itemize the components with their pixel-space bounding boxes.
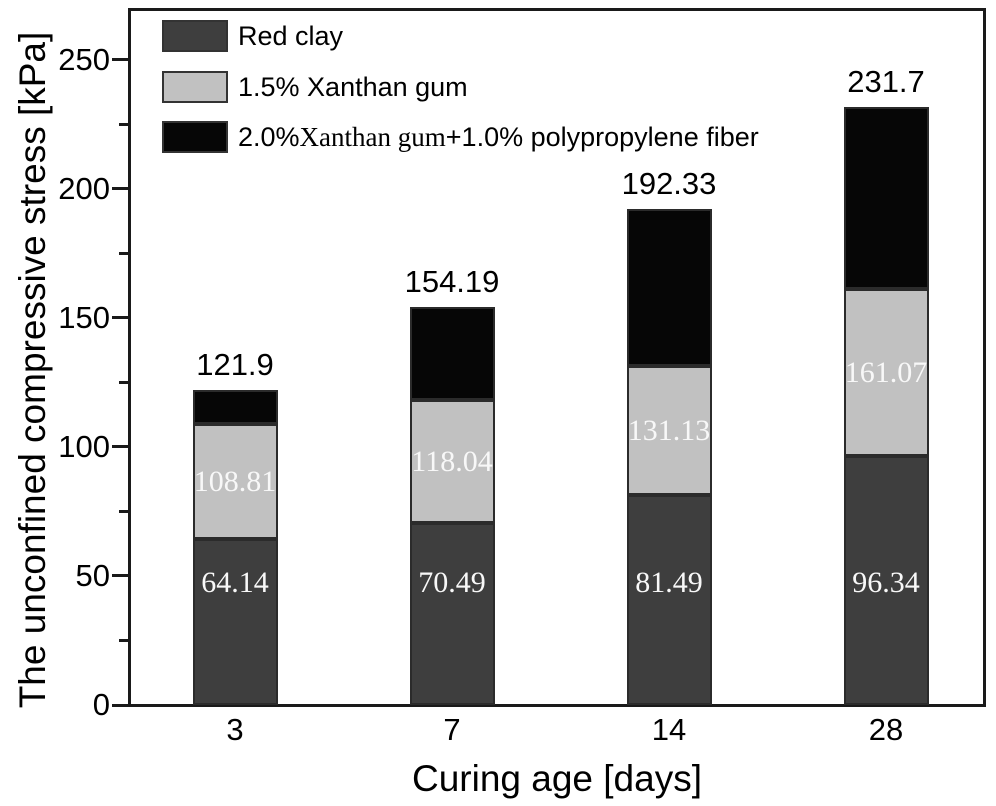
bar-segment-red-clay bbox=[626, 494, 712, 705]
legend-swatch-icon bbox=[162, 20, 228, 52]
y-minor-tick bbox=[119, 638, 128, 642]
y-tick-label: 200 bbox=[58, 170, 110, 206]
legend-label: Red clay bbox=[238, 20, 343, 52]
bar-segment-fiber bbox=[409, 306, 495, 401]
bar-segment-red-clay bbox=[192, 539, 278, 705]
y-major-tick bbox=[112, 574, 128, 578]
bar-total-label: 154.19 bbox=[404, 263, 500, 299]
legend-label: 1.5% Xanthan gum bbox=[238, 71, 468, 103]
bar-segment-red-clay bbox=[843, 456, 929, 705]
y-tick-label: 250 bbox=[58, 41, 110, 77]
y-minor-tick bbox=[119, 122, 128, 126]
bar-segment-label: 118.04 bbox=[411, 444, 493, 478]
y-axis-title: The unconfined compressive stress [kPa] bbox=[12, 31, 53, 709]
legend-label: 2.0% Xanthan gum +1.0% polypropylene fibe… bbox=[238, 121, 759, 153]
bar-segment-fiber bbox=[192, 390, 278, 425]
y-tick-label: 50 bbox=[75, 557, 110, 593]
x-category-label: 28 bbox=[868, 712, 904, 747]
bar-segment-xanthan bbox=[409, 400, 495, 524]
bar-segment-label: 64.14 bbox=[201, 566, 269, 599]
legend-item: 2.0% Xanthan gum +1.0% polypropylene fibe… bbox=[162, 121, 842, 153]
bar-segment-red-clay bbox=[409, 523, 495, 705]
legend-label-part: Red clay bbox=[238, 20, 344, 51]
y-minor-tick bbox=[119, 509, 128, 513]
bar-total-label: 231.7 bbox=[847, 63, 925, 99]
y-major-tick bbox=[112, 445, 128, 449]
bar-segment-label: 108.81 bbox=[193, 464, 277, 498]
x-category-label: 14 bbox=[651, 712, 687, 747]
legend-item: Red clay bbox=[162, 20, 842, 52]
bar-total-label: 121.9 bbox=[196, 347, 274, 383]
y-tick-label: 0 bbox=[92, 687, 110, 722]
bar-segment-xanthan bbox=[626, 366, 712, 495]
y-major-tick bbox=[112, 316, 128, 320]
y-tick-label: 150 bbox=[58, 299, 110, 335]
bar-segment-xanthan bbox=[192, 424, 278, 540]
y-tick-label: 100 bbox=[58, 428, 110, 464]
legend-swatch-icon bbox=[162, 121, 228, 153]
x-axis-title: Curing age [days] bbox=[411, 758, 703, 799]
bar-segment-fiber bbox=[626, 208, 712, 367]
y-minor-tick bbox=[119, 380, 128, 384]
legend-label-part: 2.0% bbox=[238, 121, 300, 152]
bar-segment-label: 161.07 bbox=[844, 355, 928, 389]
bar-segment-label: 131.13 bbox=[627, 413, 711, 447]
x-category-label: 7 bbox=[443, 712, 461, 747]
legend-label-serif-part: Xanthan gum bbox=[299, 121, 446, 152]
plot-area-border bbox=[128, 8, 986, 707]
legend-label-part: +1.0% polypropylene fiber bbox=[445, 121, 759, 152]
bar-segment-label: 70.49 bbox=[418, 566, 486, 599]
legend-item: 1.5% Xanthan gum bbox=[162, 71, 842, 103]
y-major-tick bbox=[112, 703, 128, 707]
bar-segment-xanthan bbox=[843, 289, 929, 457]
bar-segment-label: 96.34 bbox=[852, 566, 920, 599]
y-major-tick bbox=[112, 187, 128, 191]
bar-segment-fiber bbox=[843, 106, 929, 290]
legend-label-part: 1.5% Xanthan gum bbox=[238, 71, 468, 102]
legend-swatch-icon bbox=[162, 71, 228, 103]
bar-segment-label: 81.49 bbox=[635, 566, 703, 599]
y-major-tick bbox=[112, 58, 128, 62]
y-minor-tick bbox=[119, 251, 128, 255]
x-category-label: 3 bbox=[226, 712, 244, 747]
bar-total-label: 192.33 bbox=[621, 165, 717, 201]
